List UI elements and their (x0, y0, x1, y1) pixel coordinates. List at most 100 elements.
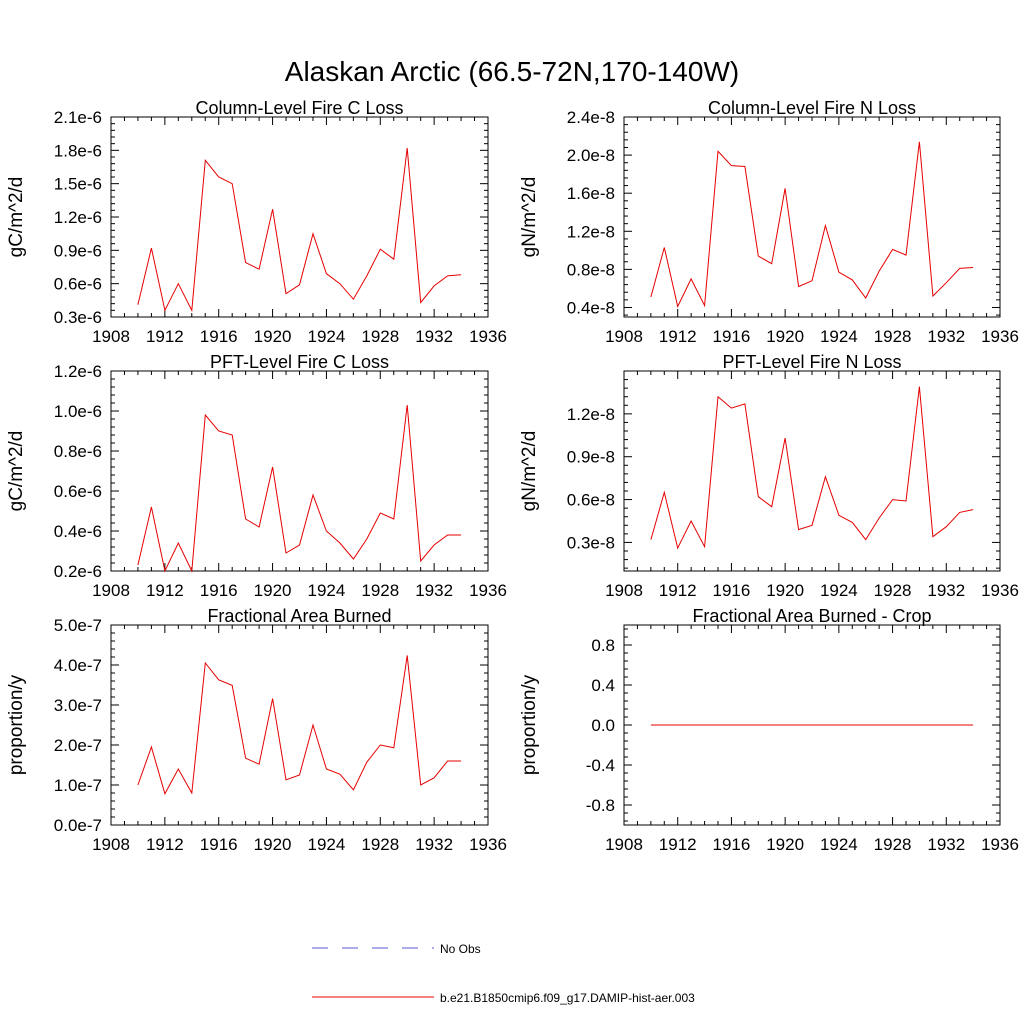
x-tick-label: 1908 (92, 581, 130, 600)
x-tick-label: 1908 (92, 835, 130, 854)
x-tick-label: 1916 (200, 327, 238, 346)
plot-frame (110, 116, 489, 318)
x-tick-label: 1936 (981, 581, 1019, 600)
panel-6: Fractional Area Burned - Crop proportion/… (519, 606, 1019, 854)
x-tick-label: 1936 (981, 835, 1019, 854)
y-tick-label: 1.8e-6 (54, 141, 102, 160)
y-tick-label: 0.8e-8 (567, 260, 615, 279)
x-tick-label: 1924 (820, 835, 858, 854)
panel-5: Fractional Area Burned proportion/y 1908 19… (6, 606, 507, 854)
x-tick-label: 1928 (874, 327, 912, 346)
panel-title: Column-Level Fire N Loss (708, 98, 916, 118)
series-line (137, 655, 462, 796)
y-tick-label: 2.0e-8 (567, 146, 615, 165)
y-tick-label: 0.0 (591, 716, 615, 735)
x-tick-label: 1924 (308, 581, 346, 600)
y-tick-label: 5.0e-7 (54, 616, 102, 635)
legend: No Obs b.e21.B1850cmip6.f09_g17.DAMIP-his… (312, 942, 695, 1005)
plot-frame (623, 116, 1001, 318)
y-tick-label: 2.0e-7 (54, 736, 102, 755)
x-tick-label: 1912 (146, 835, 184, 854)
figure-title: Alaskan Arctic (66.5-72N,170-140W) (285, 56, 739, 87)
y-tick-label: 1.5e-6 (54, 175, 102, 194)
x-tick-label: 1920 (766, 327, 804, 346)
y-axis-label: gN/m^2/d (519, 177, 540, 258)
y-tick-label: 0.4e-6 (54, 522, 102, 541)
legend-item-2: b.e21.B1850cmip6.f09_g17.DAMIP-hist-aer.… (312, 991, 695, 1005)
y-axis-label: proportion/y (6, 674, 27, 775)
y-tick-label: 2.4e-8 (567, 108, 615, 127)
panel-1: Column-Level Fire C Loss gC/m^2/d 1908 1912… (6, 98, 507, 346)
y-tick-label: -0.4 (586, 756, 615, 775)
x-tick-label: 1912 (659, 835, 697, 854)
y-tick-label: 0.9e-8 (567, 448, 615, 467)
panel-3: PFT-Level Fire C Loss gC/m^2/d 1908 1912 191… (6, 352, 507, 600)
x-tick-label: 1912 (659, 327, 697, 346)
x-tick-label: 1908 (605, 581, 643, 600)
x-tick-label: 1920 (254, 327, 292, 346)
x-tick-label: 1936 (469, 835, 507, 854)
x-tick-label: 1920 (254, 835, 292, 854)
panels: Column-Level Fire C Loss gC/m^2/d 1908 1912… (6, 98, 1019, 854)
x-tick-label: 1928 (874, 835, 912, 854)
x-tick-label: 1928 (361, 581, 399, 600)
x-tick-label: 1932 (927, 835, 965, 854)
x-tick-label: 1924 (820, 327, 858, 346)
plot-frame (623, 370, 1001, 572)
x-tick-label: 1920 (766, 581, 804, 600)
x-tick-label: 1932 (927, 581, 965, 600)
x-tick-label: 1936 (981, 327, 1019, 346)
legend-label: b.e21.B1850cmip6.f09_g17.DAMIP-hist-aer.… (440, 991, 695, 1005)
y-tick-label: -0.8 (586, 796, 615, 815)
x-tick-label: 1928 (361, 835, 399, 854)
y-axis-label: proportion/y (519, 674, 540, 775)
plot-frame (110, 624, 489, 826)
y-tick-label: 0.6e-6 (54, 482, 102, 501)
panel-title: Column-Level Fire C Loss (195, 98, 403, 118)
x-tick-label: 1916 (200, 835, 238, 854)
x-tick-label: 1924 (820, 581, 858, 600)
series-line (137, 148, 462, 313)
y-tick-label: 1.2e-8 (567, 405, 615, 424)
x-tick-label: 1908 (92, 327, 130, 346)
panel-2: Column-Level Fire N Loss gN/m^2/d 1908 1912… (519, 98, 1019, 346)
x-tick-label: 1908 (605, 327, 643, 346)
x-tick-label: 1912 (659, 581, 697, 600)
y-tick-label: 0.8 (591, 636, 615, 655)
x-tick-label: 1916 (713, 581, 751, 600)
x-tick-label: 1908 (605, 835, 643, 854)
y-tick-label: 1.0e-6 (54, 402, 102, 421)
x-tick-label: 1936 (469, 581, 507, 600)
y-tick-label: 1.2e-6 (54, 208, 102, 227)
legend-label: No Obs (440, 942, 481, 956)
y-tick-label: 0.6e-8 (567, 491, 615, 510)
y-tick-label: 1.2e-8 (567, 222, 615, 241)
y-tick-label: 3.0e-7 (54, 696, 102, 715)
panel-4: PFT-Level Fire N Loss gN/m^2/d 1908 1912 191… (519, 352, 1019, 600)
y-tick-label: 1.2e-6 (54, 362, 102, 381)
panel-title: Fractional Area Burned - Crop (692, 606, 931, 626)
x-tick-label: 1916 (200, 581, 238, 600)
y-tick-label: 0.2e-6 (54, 562, 102, 581)
x-tick-label: 1932 (927, 327, 965, 346)
y-tick-label: 0.4 (591, 676, 615, 695)
y-tick-label: 0.9e-6 (54, 241, 102, 260)
x-tick-label: 1932 (415, 327, 453, 346)
x-tick-label: 1924 (308, 327, 346, 346)
y-tick-label: 1.6e-8 (567, 184, 615, 203)
x-tick-label: 1928 (874, 581, 912, 600)
series-line (650, 386, 974, 550)
x-tick-label: 1916 (713, 835, 751, 854)
x-tick-label: 1936 (469, 327, 507, 346)
y-tick-label: 2.1e-6 (54, 108, 102, 127)
y-tick-label: 4.0e-7 (54, 656, 102, 675)
series-line (650, 141, 974, 308)
x-tick-label: 1920 (766, 835, 804, 854)
x-tick-label: 1912 (146, 327, 184, 346)
y-axis-label: gC/m^2/d (6, 177, 27, 258)
x-tick-label: 1912 (146, 581, 184, 600)
y-tick-label: 0.3e-8 (567, 533, 615, 552)
y-tick-label: 1.0e-7 (54, 776, 102, 795)
x-tick-label: 1916 (713, 327, 751, 346)
